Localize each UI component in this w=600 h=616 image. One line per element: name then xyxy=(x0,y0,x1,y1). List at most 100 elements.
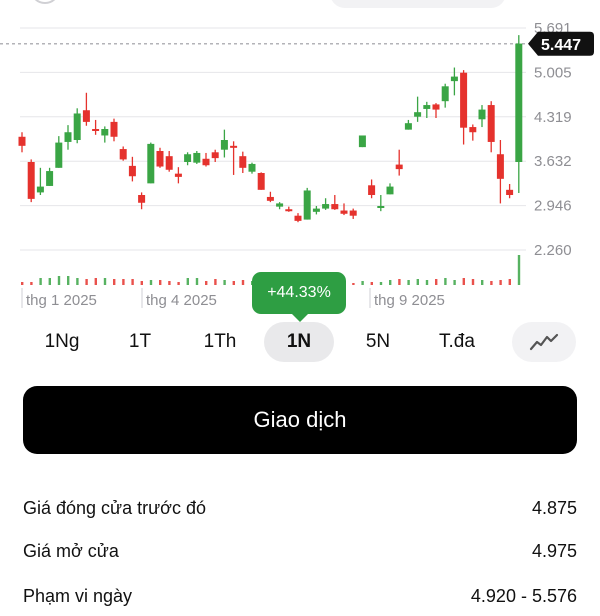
candle-body xyxy=(358,135,366,148)
candle-body xyxy=(404,123,412,130)
candle-body xyxy=(128,165,136,177)
candle-body xyxy=(257,173,265,190)
volume-bar xyxy=(103,278,107,285)
candle-body xyxy=(349,210,357,216)
candle-body xyxy=(331,204,339,210)
volume-bar xyxy=(149,280,153,285)
candle-body xyxy=(460,72,468,128)
volume-bar xyxy=(21,282,24,285)
current-price-tag: 5.447 xyxy=(528,31,594,56)
candle-body xyxy=(156,151,164,167)
stat-row-day-range: Phạm vi ngày 4.920 - 5.576 xyxy=(23,586,577,616)
x-tick-label: thg 4 2025 xyxy=(146,292,217,309)
volume-bar xyxy=(57,276,61,285)
volume-bar xyxy=(499,280,502,285)
candle-body xyxy=(110,121,118,137)
candle-body xyxy=(487,105,495,142)
volume-bar xyxy=(48,278,51,285)
volume-bar xyxy=(67,276,70,285)
candle-body xyxy=(368,185,376,196)
y-tick-label: 5.005 xyxy=(534,64,572,81)
candle-body xyxy=(230,145,238,148)
candle-body xyxy=(386,186,394,195)
volume-bar xyxy=(416,279,419,285)
volume-bar xyxy=(214,279,217,285)
candle-body xyxy=(64,132,72,142)
range-5y[interactable]: 5N xyxy=(365,331,391,352)
candle-body xyxy=(414,112,422,117)
volume-bar xyxy=(122,279,125,285)
volume-bar xyxy=(398,279,401,285)
volume-bar xyxy=(453,280,456,285)
price-tag-shape xyxy=(528,31,594,56)
candle-body xyxy=(211,152,219,159)
chart-gridlines xyxy=(20,27,526,251)
candle-body xyxy=(441,86,449,102)
volume-bar xyxy=(370,282,373,285)
candle-body xyxy=(450,76,458,82)
candle-body xyxy=(266,196,274,201)
range-selector: 1Ng 1T 1Th 1N 5N T.đa xyxy=(20,320,580,364)
candle-body xyxy=(312,208,320,212)
candle-body xyxy=(478,109,486,120)
candle-body xyxy=(18,136,26,146)
x-axis-ticks: thg 1 2025 thg 4 2025 thg 9 2025 xyxy=(21,288,445,309)
candle-body xyxy=(101,129,109,136)
candle-body xyxy=(119,149,127,160)
candle-body xyxy=(322,204,330,209)
range-1d[interactable]: 1Ng xyxy=(44,331,80,352)
range-max[interactable]: T.đa xyxy=(439,331,475,352)
stat-label: Giá mở cửa xyxy=(23,541,119,561)
volume-bar xyxy=(140,281,143,285)
stat-label: Giá đóng cửa trước đó xyxy=(23,498,206,518)
candle-body xyxy=(303,190,311,220)
candle-body xyxy=(138,195,146,203)
y-tick-label: 3.632 xyxy=(534,153,572,170)
volume-bar xyxy=(379,282,383,285)
range-1y[interactable]: 1N xyxy=(264,322,334,362)
volume-bar xyxy=(113,279,116,285)
stat-value: 4.875 xyxy=(531,498,577,518)
change-badge-text: +44.33% xyxy=(267,284,331,301)
stat-value: 4.920 - 5.576 xyxy=(470,586,577,606)
volume-bar xyxy=(39,278,42,285)
line-chart-icon xyxy=(529,333,559,351)
candle-body xyxy=(506,189,514,196)
chart-type-button[interactable] xyxy=(512,322,576,362)
stat-label: Phạm vi ngày xyxy=(23,586,133,606)
candle-body xyxy=(469,127,477,133)
volume-bar xyxy=(94,278,97,285)
y-tick-label: 2.946 xyxy=(534,198,572,215)
volume-bar xyxy=(471,279,475,285)
stat-row-open: Giá mở cửa 4.975 xyxy=(23,541,577,571)
volume-bar xyxy=(186,278,189,285)
candle-body xyxy=(276,203,284,207)
candle-body xyxy=(82,110,90,122)
volume-bar xyxy=(481,280,484,285)
range-1w[interactable]: 1T xyxy=(128,331,152,352)
header-pill[interactable] xyxy=(330,0,506,8)
candle-body xyxy=(285,209,293,212)
candle-body xyxy=(27,162,35,199)
candle-body xyxy=(174,173,182,177)
volume-bar xyxy=(195,278,199,285)
candle-body xyxy=(73,113,81,141)
candle-body xyxy=(193,152,201,163)
volume-bar xyxy=(389,280,392,285)
volume-bar xyxy=(508,279,511,285)
volume-bar xyxy=(223,280,226,285)
candle-body xyxy=(377,206,385,209)
candle-body xyxy=(294,215,302,221)
candle-body xyxy=(46,171,54,186)
volume-bar xyxy=(159,280,162,285)
candle-body xyxy=(165,156,173,170)
range-1m[interactable]: 1Th xyxy=(203,331,237,352)
price-tag-label: 5.447 xyxy=(541,37,581,54)
stat-row-previous-close: Giá đóng cửa trước đó 4.875 xyxy=(23,498,577,528)
candle-body xyxy=(92,129,100,132)
candle-body xyxy=(515,43,523,163)
candle-body xyxy=(248,163,256,172)
trade-button[interactable]: Giao dịch xyxy=(23,386,577,454)
